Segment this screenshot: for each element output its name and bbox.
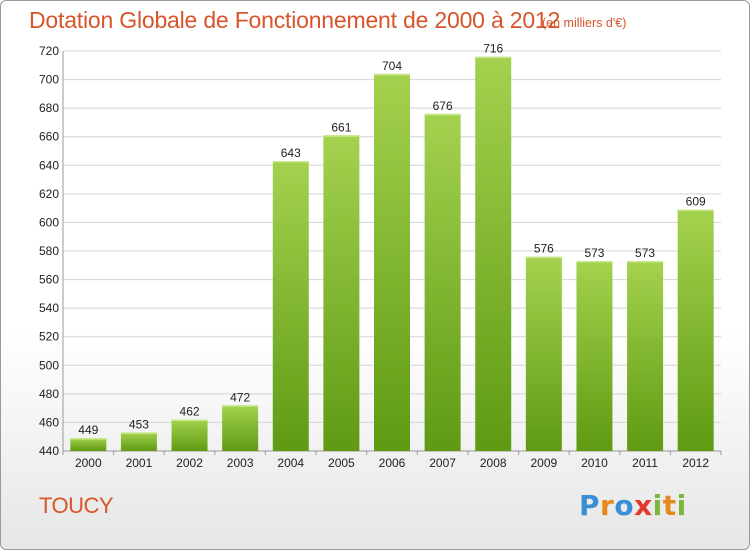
- y-tick-label: 540: [39, 301, 59, 315]
- y-tick-label: 600: [39, 215, 59, 229]
- bar-2002: [171, 419, 208, 451]
- x-tick-label: 2002: [176, 456, 203, 470]
- bar-value-label: 449: [78, 423, 98, 437]
- x-tick-label: 2001: [126, 456, 153, 470]
- bar-value-label: 609: [686, 195, 706, 209]
- x-tick-label: 2004: [277, 456, 304, 470]
- bar-top-edge: [525, 256, 562, 259]
- bar-top-edge: [475, 56, 512, 59]
- y-tick-label: 460: [39, 415, 59, 429]
- bar-top-edge: [120, 432, 157, 434]
- bar-2007: [424, 113, 461, 451]
- labels: 440 460 480 500 520 540 560 580 600 620 640 660 680 7…: [39, 42, 709, 470]
- bar-2010: [576, 261, 613, 451]
- bar-value-label: 472: [230, 390, 250, 404]
- x-tick-label: 2012: [682, 456, 709, 470]
- x-tick-label: 2007: [429, 456, 456, 470]
- bar-value-label: 704: [382, 59, 402, 73]
- y-tick-label: 640: [39, 158, 59, 172]
- bar-top-edge: [424, 113, 461, 116]
- town-name: TOUCY: [39, 493, 114, 518]
- x-tick-label: 2005: [328, 456, 355, 470]
- y-tick-label: 620: [39, 187, 59, 201]
- y-tick-label: 700: [39, 73, 59, 87]
- bar-2004: [272, 161, 309, 451]
- y-tick-label: 660: [39, 130, 59, 144]
- bar-top-edge: [70, 438, 107, 440]
- bar-top-edge: [374, 73, 410, 76]
- y-tick-label: 720: [39, 44, 59, 58]
- logo-letter: i: [652, 489, 663, 522]
- logo-letter: i: [676, 489, 687, 522]
- bar-top-edge: [576, 261, 613, 263]
- bar-value-label: 462: [180, 405, 200, 419]
- bar-2003: [222, 405, 259, 451]
- bar-2009: [525, 256, 562, 451]
- logo-letter: x: [634, 489, 653, 522]
- y-tick-label: 440: [39, 444, 59, 458]
- x-tick-label: 2009: [530, 456, 557, 470]
- bar-value-label: 716: [483, 42, 503, 56]
- bar-2011: [627, 261, 664, 451]
- bar-value-label: 661: [331, 120, 351, 134]
- bar-top-edge: [222, 405, 259, 407]
- y-tick-label: 480: [39, 387, 59, 401]
- bar-top-edge: [677, 209, 714, 212]
- bar-top-edge: [272, 161, 309, 163]
- bar-2012: [677, 209, 714, 451]
- bar-top-edge: [627, 261, 664, 263]
- x-tick-label: 2006: [379, 456, 406, 470]
- bar-2001: [120, 432, 157, 451]
- x-tick-label: 2000: [75, 456, 102, 470]
- bar-value-label: 676: [433, 99, 453, 113]
- bar-value-label: 643: [281, 146, 301, 160]
- y-tick-label: 560: [39, 273, 59, 287]
- bar-top-edge: [171, 419, 208, 422]
- bars: [70, 56, 714, 452]
- proxiti-logo[interactable]: Proxiti: [579, 489, 687, 522]
- bar-top-edge: [323, 135, 360, 137]
- x-tick-label: 2011: [632, 456, 658, 470]
- bar-2005: [323, 135, 360, 452]
- bar-2008: [475, 56, 512, 451]
- y-tick-label: 520: [39, 330, 59, 344]
- y-tick-label: 680: [39, 101, 59, 115]
- bar-2006: [374, 73, 410, 451]
- y-tick-label: 500: [39, 358, 59, 372]
- x-tick-label: 2008: [480, 456, 507, 470]
- y-tick-label: 580: [39, 244, 59, 258]
- x-tick-label: 2010: [581, 456, 608, 470]
- chart-title: Dotation Globale de Fonctionnement de 20…: [29, 7, 561, 33]
- bar-value-label: 453: [129, 417, 149, 431]
- chart-subtitle: (en milliers d'€): [542, 16, 627, 30]
- bar-2000: [70, 438, 107, 451]
- logo-letter: r: [600, 489, 615, 522]
- logo-letter: t: [662, 489, 677, 522]
- bar-value-label: 576: [534, 242, 554, 256]
- x-tick-label: 2003: [227, 456, 254, 470]
- bar-value-label: 573: [584, 246, 604, 260]
- bar-value-label: 573: [635, 246, 655, 260]
- logo-letter: o: [614, 489, 635, 522]
- logo-letter: P: [579, 489, 601, 522]
